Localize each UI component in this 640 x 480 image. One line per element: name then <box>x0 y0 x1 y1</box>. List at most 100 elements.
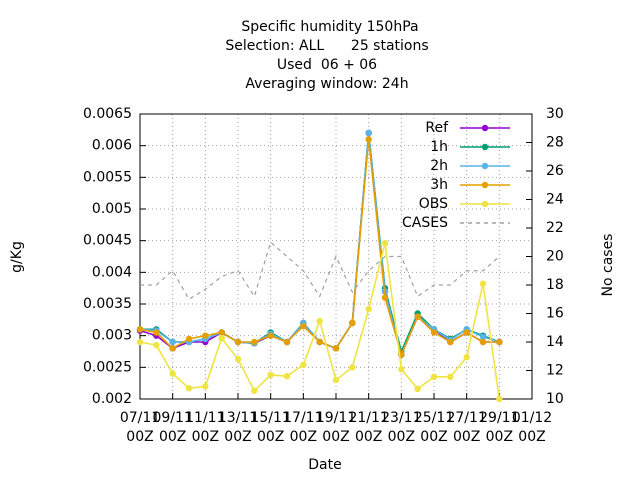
x-tick-label: 01/12 00Z <box>511 410 553 445</box>
x-tick-label: 17/11 00Z <box>283 410 324 445</box>
point <box>430 329 438 336</box>
y-tick-label: 0.0055 <box>83 169 132 185</box>
y-tick-label: 0.005 <box>92 201 132 217</box>
y2-tick-label: 28 <box>546 135 564 151</box>
y2-tick-label: 20 <box>546 249 564 265</box>
point <box>153 329 160 336</box>
point <box>316 317 323 325</box>
x-tick-label: 07/11 00Z <box>119 410 161 445</box>
point <box>332 345 340 352</box>
y-tick-label: 0.0025 <box>83 359 132 375</box>
point <box>136 338 144 346</box>
point <box>283 373 291 380</box>
point <box>365 136 372 143</box>
point <box>496 395 503 403</box>
point <box>218 335 225 342</box>
x-tick-label: 15/11 00Z <box>250 410 291 445</box>
y2-tick-label: 10 <box>546 391 564 407</box>
y-axis-label: g/Kg <box>9 241 25 273</box>
point <box>169 345 176 352</box>
point <box>479 338 487 346</box>
point <box>447 338 454 346</box>
y2-tick-label: 14 <box>546 334 564 350</box>
y-tick-label: 0.003 <box>92 328 132 344</box>
x-tick-label: 19/11 00Z <box>315 410 357 445</box>
point <box>349 319 356 327</box>
point <box>381 240 389 247</box>
x-tick-label: 09/11 00Z <box>152 410 193 445</box>
point <box>414 385 421 393</box>
legend-label: OBS <box>419 196 448 212</box>
legend-label: CASES <box>402 215 448 231</box>
point <box>251 338 258 346</box>
y2-tick-label: 26 <box>546 163 564 179</box>
y-tick-label: 0.006 <box>92 138 132 154</box>
point <box>185 385 193 392</box>
point <box>202 332 209 339</box>
point <box>300 361 307 368</box>
point <box>267 371 274 379</box>
point <box>463 354 470 361</box>
point <box>398 366 405 373</box>
legend-marker <box>481 181 489 189</box>
point <box>332 376 340 384</box>
point <box>447 373 454 381</box>
y-tick-label: 0.0045 <box>83 233 132 249</box>
legend-marker <box>481 124 489 132</box>
point <box>283 338 291 346</box>
x-tick-label: 25/11 00Z <box>413 410 455 445</box>
point <box>300 322 307 330</box>
legend-label: 3h <box>430 177 448 193</box>
point <box>414 313 421 320</box>
series-line <box>140 241 500 301</box>
y2-tick-label: 24 <box>546 192 564 208</box>
x-tick-label: 27/11 00Z <box>446 410 487 445</box>
y2-tick-label: 12 <box>546 363 564 379</box>
point <box>169 338 176 346</box>
chart-title: Specific humidity 150hPa <box>241 19 418 35</box>
x-tick-label: 11/11 00Z <box>185 410 226 445</box>
legend-marker <box>481 162 489 170</box>
legend-marker <box>481 200 489 208</box>
chart-subtitle: Selection: ALL 25 stations <box>225 38 428 54</box>
point <box>349 364 356 371</box>
point <box>365 305 372 313</box>
chart-subtitle: Averaging window: 24h <box>245 76 408 92</box>
chart-subtitle: Used 06 + 06 <box>277 57 377 73</box>
point <box>234 338 242 346</box>
point <box>185 335 193 343</box>
point <box>365 129 372 137</box>
point <box>381 294 389 301</box>
legend-marker <box>481 143 489 151</box>
y2-axis-label: No cases <box>600 234 616 297</box>
legend-label: 1h <box>430 139 448 155</box>
x-tick-label: 21/11 00Z <box>348 410 389 445</box>
x-tick-label: 29/11 00Z <box>479 410 520 445</box>
y-tick-label: 0.004 <box>92 264 132 280</box>
point <box>316 338 323 346</box>
y2-tick-label: 30 <box>546 106 564 122</box>
point <box>479 333 487 341</box>
point <box>234 355 242 363</box>
x-tick-label: 23/11 00Z <box>381 410 422 445</box>
y2-tick-label: 18 <box>546 277 564 293</box>
point <box>218 329 225 336</box>
point <box>267 332 274 339</box>
y-tick-label: 0.002 <box>92 391 132 407</box>
point <box>251 387 258 394</box>
point <box>430 373 438 381</box>
plot-border <box>139 113 533 400</box>
legend-label: Ref <box>425 120 449 136</box>
point <box>136 326 144 333</box>
y-tick-label: 0.0065 <box>83 106 132 122</box>
point <box>479 280 487 287</box>
x-axis-label: Date <box>308 457 341 473</box>
point <box>169 370 176 377</box>
point <box>496 338 503 346</box>
y-tick-label: 0.0035 <box>83 296 132 312</box>
y2-tick-label: 22 <box>546 220 564 236</box>
legend-label: 2h <box>430 158 448 174</box>
y2-tick-label: 16 <box>546 306 564 322</box>
